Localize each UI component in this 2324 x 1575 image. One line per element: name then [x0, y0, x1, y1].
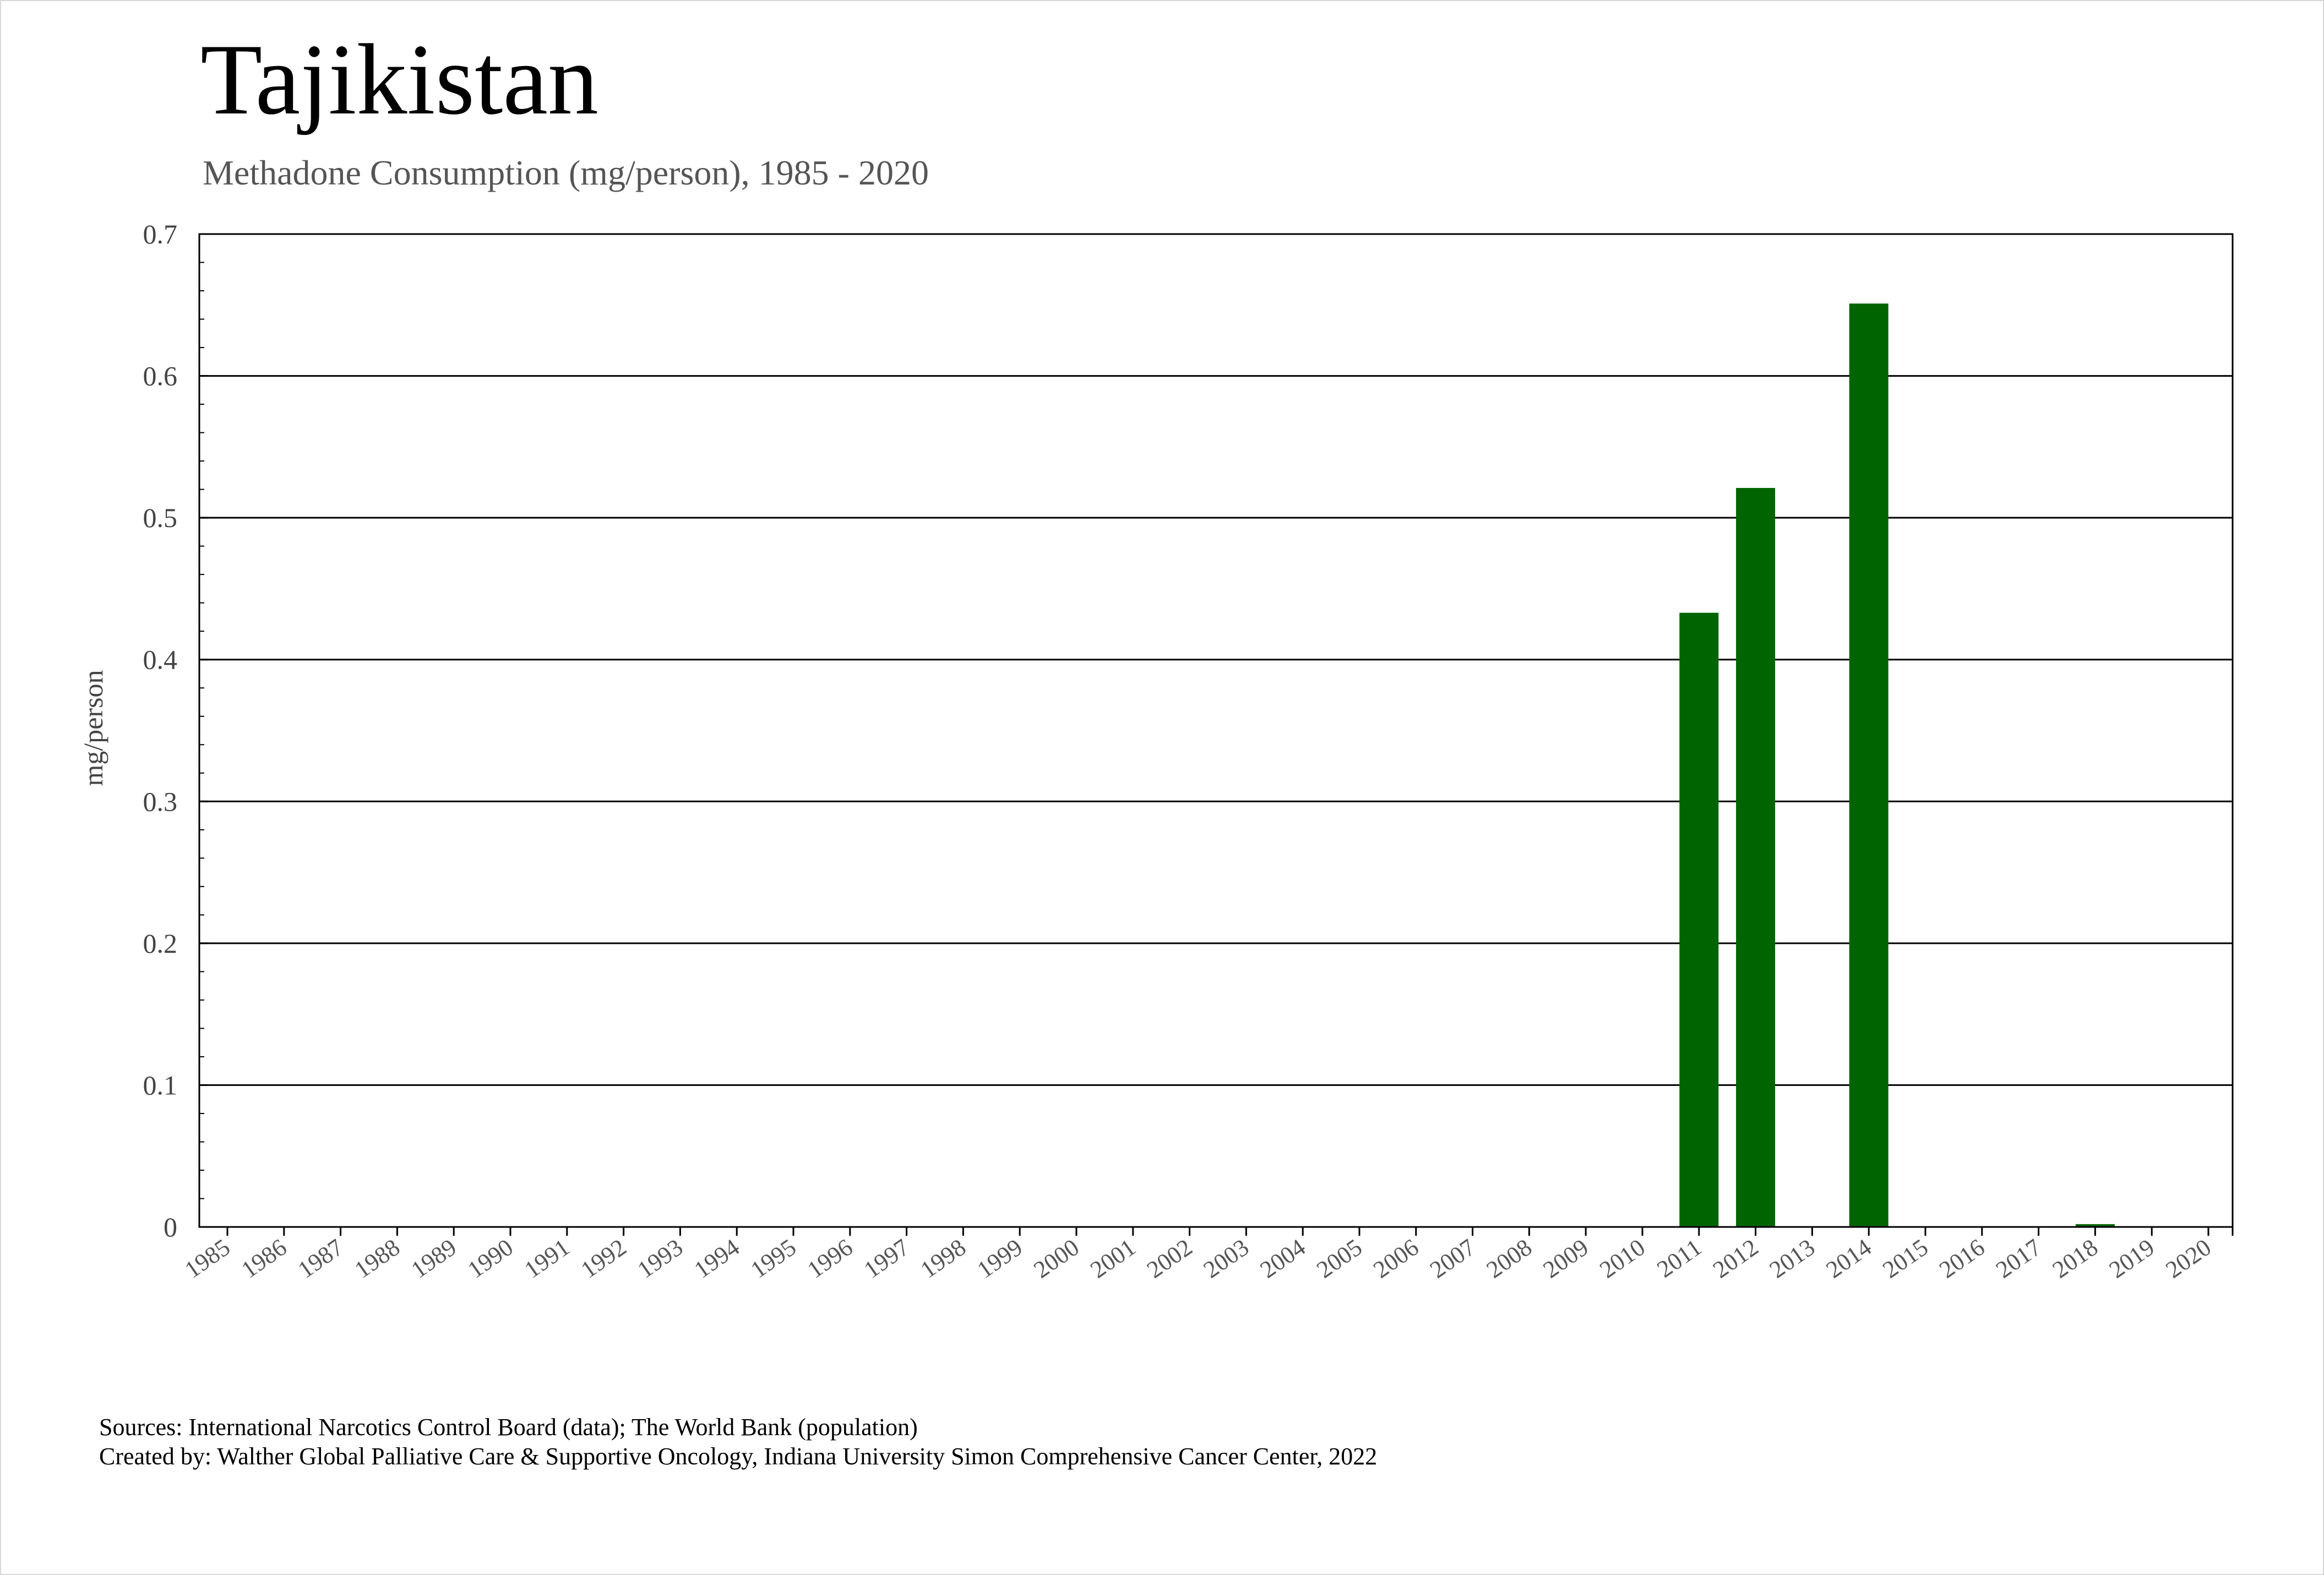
- x-tick-label: 2016: [1934, 1234, 1989, 1284]
- x-tick-label: 1985: [180, 1234, 235, 1284]
- x-tick-label: 2002: [1142, 1234, 1197, 1284]
- bar-2012: [1736, 488, 1776, 1227]
- x-tick-label: 1997: [859, 1234, 914, 1284]
- y-axis-label: mg/person: [78, 670, 108, 786]
- x-tick-label: 2017: [1991, 1234, 2046, 1284]
- x-tick-label: 2006: [1368, 1234, 1423, 1284]
- x-tick-label: 1987: [293, 1234, 348, 1284]
- x-tick-label: 2005: [1312, 1234, 1367, 1284]
- x-tick-label: 2008: [1482, 1234, 1537, 1284]
- bar-2018: [2075, 1224, 2115, 1227]
- footer: Sources: International Narcotics Control…: [99, 1413, 1377, 1471]
- x-tick-label: 2013: [1765, 1234, 1820, 1284]
- x-tick-label: 1994: [689, 1234, 744, 1284]
- x-tick-label: 2010: [1595, 1234, 1650, 1284]
- y-tick-label: 0.3: [143, 786, 178, 817]
- x-tick-label: 1988: [350, 1234, 405, 1284]
- y-tick-label: 0.4: [143, 644, 178, 675]
- created-by-text: Created by: Walther Global Palliative Ca…: [99, 1443, 1378, 1470]
- x-tick-label: 1998: [916, 1234, 971, 1284]
- axes: [198, 233, 2234, 1228]
- x-tick-label: 2011: [1652, 1234, 1707, 1283]
- chart-title: Tajikistan: [200, 23, 598, 135]
- gridlines: [199, 233, 2233, 1086]
- x-tick-label: 2009: [1538, 1234, 1593, 1284]
- x-tick-label: 2020: [2161, 1234, 2216, 1284]
- x-tick-label: 2007: [1425, 1234, 1480, 1284]
- x-tick-label: 2003: [1199, 1234, 1254, 1284]
- y-tick-label: 0.1: [143, 1069, 178, 1100]
- y-tick-label: 0: [164, 1212, 177, 1242]
- x-tick-label: 2004: [1255, 1234, 1310, 1284]
- x-tick-label: 1993: [633, 1234, 688, 1284]
- x-tick-label: 1989: [406, 1234, 461, 1284]
- x-tick-label: 1990: [463, 1234, 518, 1284]
- x-tick-label: 1986: [236, 1234, 291, 1284]
- x-tick-label: 1995: [746, 1234, 801, 1284]
- bar-2011: [1679, 612, 1719, 1227]
- y-tick-label: 0.5: [143, 502, 178, 533]
- y-tick-label: 0.2: [143, 928, 178, 959]
- plot-area-border: [198, 233, 2234, 1228]
- x-tick-label: 2015: [1878, 1234, 1933, 1284]
- x-tick-label: 1999: [972, 1234, 1027, 1284]
- bars: [1679, 303, 2115, 1228]
- x-ticks: 1985 1986 1987 1988 1989 1990 1991 1992 1993 1994…: [180, 1227, 2234, 1284]
- y-ticks: 0 0.1 0.2 0.3 0.4 0.5 0.6 0.7: [143, 219, 208, 1242]
- bar-2014: [1849, 303, 1888, 1228]
- x-tick-label: 2012: [1708, 1234, 1763, 1284]
- x-tick-label: 1992: [576, 1234, 631, 1284]
- x-tick-label: 1991: [519, 1234, 574, 1284]
- x-tick-label: 2014: [1821, 1234, 1876, 1284]
- y-tick-label: 0.6: [143, 361, 178, 392]
- chart-subtitle: Methadone Consumption (mg/person), 1985 …: [203, 153, 929, 192]
- x-tick-label: 2018: [2048, 1234, 2103, 1284]
- x-tick-label: 1996: [802, 1234, 857, 1284]
- sources-text: Sources: International Narcotics Control…: [99, 1414, 918, 1441]
- x-tick-label: 2019: [2104, 1234, 2159, 1284]
- y-tick-label: 0.7: [143, 219, 178, 249]
- x-tick-label: 2000: [1029, 1234, 1084, 1284]
- x-tick-label: 2001: [1085, 1234, 1140, 1284]
